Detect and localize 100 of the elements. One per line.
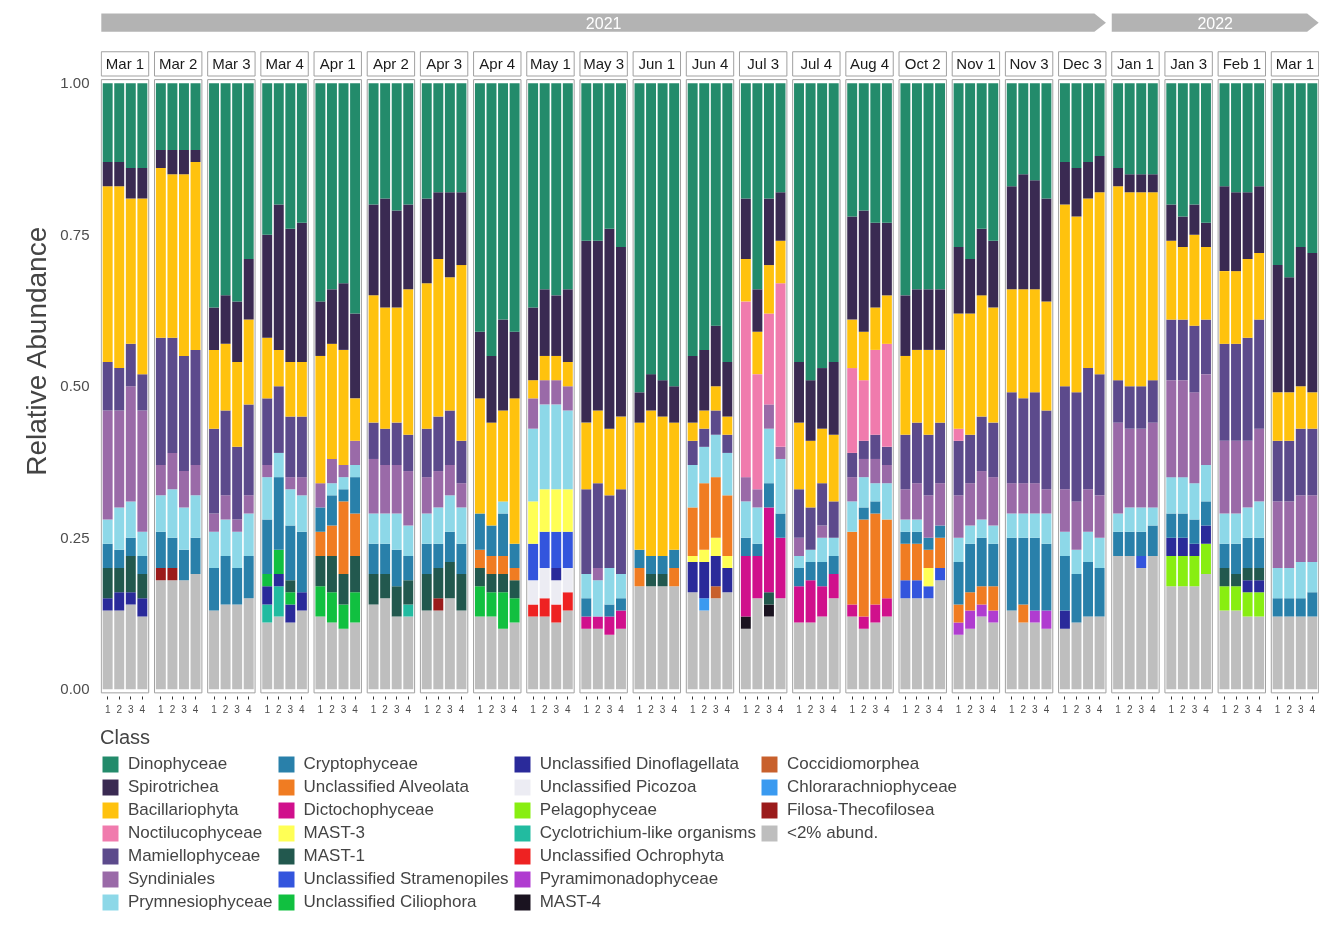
text: Nov 1: [956, 55, 996, 73]
x-tick-label: 3: [500, 703, 507, 715]
x-tick-label: 2: [1233, 703, 1240, 715]
x-tick-label: 1: [1221, 703, 1228, 715]
x-tick-label: 4: [1203, 703, 1210, 715]
x-tick-label: 1: [370, 703, 377, 715]
x-tick-label: 1: [743, 703, 750, 715]
x-tick-label: 4: [245, 703, 252, 715]
legend-label: Cryptophyceae: [303, 754, 418, 774]
legend-label: Cyclotrichium-like organisms: [539, 823, 756, 843]
x-tick-label: 1: [264, 703, 271, 715]
legend-label: Unclassified Stramenopiles: [303, 869, 509, 889]
x-tick-label: 1: [158, 703, 165, 715]
legend-label: Unclassified Alveolata: [303, 777, 469, 797]
x-tick-label: 2: [701, 703, 708, 715]
legend-label: Dictochophyceae: [303, 800, 434, 820]
text: 2021: [585, 14, 622, 32]
x-tick-label: 1: [104, 703, 111, 715]
x-tick-label: 4: [884, 703, 891, 715]
x-tick-label: 3: [1138, 703, 1145, 715]
x-tick-label: 1: [583, 703, 590, 715]
x-tick-label: 3: [659, 703, 666, 715]
x-tick-label: 2: [807, 703, 814, 715]
text: Jul 3: [747, 55, 780, 73]
text: Feb 1: [1222, 55, 1261, 73]
x-tick-label: 3: [340, 703, 347, 715]
x-tick-label: 4: [458, 703, 465, 715]
text: Apr 4: [479, 55, 516, 73]
x-tick-label: 3: [1085, 703, 1092, 715]
legend-label: Dinophyceae: [128, 754, 228, 774]
x-tick-label: 4: [1096, 703, 1103, 715]
legend-label: Chlorarachniophyceae: [786, 777, 958, 797]
x-tick-label: 4: [724, 703, 731, 715]
x-tick-label: 4: [671, 703, 678, 715]
x-tick-label: 2: [541, 703, 548, 715]
legend-label: Unclassified Picozoa: [539, 777, 697, 797]
legend-label: Coccidiomorphea: [786, 754, 920, 774]
x-tick-label: 3: [713, 703, 719, 715]
x-tick-label: 1: [902, 703, 909, 715]
legend-label: MAST-3: [303, 823, 365, 843]
x-tick-label: 2: [967, 703, 974, 715]
x-tick-label: 3: [925, 703, 932, 715]
x-tick-label: 1: [423, 703, 430, 715]
y-tick-label: 0.50: [60, 377, 90, 395]
x-tick-label: 2: [275, 703, 282, 715]
x-tick-label: 4: [511, 703, 518, 715]
x-tick-label: 4: [777, 703, 784, 715]
x-tick-label: 2: [222, 703, 229, 715]
x-tick-label: 1: [636, 703, 643, 715]
x-tick-label: 4: [1256, 703, 1263, 715]
x-tick-label: 3: [553, 703, 560, 715]
text: Apr 1: [319, 55, 356, 73]
x-tick-label: 1: [1168, 703, 1175, 715]
y-axis-title: Relative Abundance: [21, 226, 53, 476]
x-tick-label: 4: [618, 703, 625, 715]
x-tick-label: 2: [914, 703, 921, 715]
text: May 3: [583, 55, 625, 73]
x-tick-label: 1: [1115, 703, 1122, 715]
x-tick-label: 1: [317, 703, 324, 715]
text: Jan 1: [1117, 55, 1154, 73]
text: Mar 1: [1275, 55, 1315, 73]
x-tick-label: 2: [169, 703, 176, 715]
text: Mar 3: [212, 55, 251, 73]
text: Mar 2: [159, 55, 198, 73]
x-tick-label: 2: [1126, 703, 1133, 715]
x-tick-label: 1: [1062, 703, 1069, 715]
x-tick-label: 3: [447, 703, 454, 715]
x-tick-label: 4: [405, 703, 412, 715]
legend-title: Class: [100, 726, 151, 749]
text: Apr 2: [372, 55, 409, 73]
x-tick-label: 3: [181, 703, 188, 715]
text: Nov 3: [1009, 55, 1049, 73]
x-tick-label: 2: [1180, 703, 1187, 715]
x-tick-label: 4: [139, 703, 146, 715]
legend-label: Noctilucophyceae: [128, 823, 263, 843]
legend-label: Spirotrichea: [128, 777, 219, 797]
x-tick-label: 3: [1244, 703, 1251, 715]
text: Jul 4: [800, 55, 833, 73]
x-tick-label: 4: [1043, 703, 1050, 715]
x-tick-label: 1: [796, 703, 803, 715]
x-tick-label: 2: [595, 703, 602, 715]
x-tick-label: 1: [211, 703, 218, 715]
x-tick-label: 2: [1073, 703, 1080, 715]
text: 2022: [1197, 14, 1234, 32]
legend-label: Filosa-Thecofilosea: [786, 800, 935, 820]
x-tick-label: 4: [352, 703, 359, 715]
x-tick-label: 2: [116, 703, 123, 715]
x-tick-label: 1: [1008, 703, 1015, 715]
legend-label: Pelagophyceae: [539, 800, 657, 820]
x-tick-label: 1: [849, 703, 856, 715]
text: Apr 3: [426, 55, 463, 73]
x-tick-label: 4: [1309, 703, 1316, 715]
x-tick-label: 1: [1274, 703, 1281, 715]
x-tick-label: 3: [287, 703, 294, 715]
x-tick-label: 2: [435, 703, 442, 715]
legend-label: Unclassified Ochrophyta: [539, 846, 724, 866]
text: May 1: [530, 55, 571, 73]
legend-label: Unclassified Dinoflagellata: [539, 754, 740, 774]
legend-label: Unclassified Ciliophora: [303, 892, 477, 912]
x-tick-label: 2: [382, 703, 389, 715]
